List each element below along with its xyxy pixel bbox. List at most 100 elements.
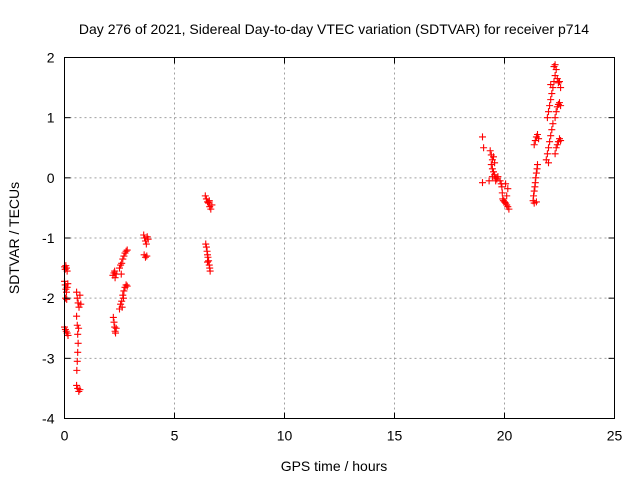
- points-layer: [61, 61, 565, 395]
- data-point: [123, 282, 131, 290]
- data-point: [547, 132, 555, 140]
- data-point: [207, 205, 215, 213]
- data-point: [110, 318, 118, 326]
- data-point: [74, 330, 82, 338]
- data-point: [120, 287, 128, 295]
- data-point: [543, 114, 551, 122]
- x-axis-title: GPS time / hours: [281, 458, 388, 474]
- data-point: [490, 153, 497, 161]
- data-point: [530, 187, 538, 195]
- data-point: [141, 253, 149, 261]
- grid-layer: [64, 57, 615, 419]
- data-point: [557, 102, 565, 110]
- data-point: [530, 141, 538, 149]
- data-point: [64, 331, 72, 339]
- data-point: [73, 366, 81, 374]
- data-point: [122, 281, 130, 289]
- data-point: [480, 144, 488, 152]
- x-tick-label: 25: [607, 428, 623, 444]
- ticks-layer: 0 5 10 15 20 25 -4 -3 -2 -1 0 1 2: [42, 50, 622, 444]
- data-point: [119, 294, 127, 302]
- data-point: [118, 259, 126, 267]
- data-point: [505, 205, 513, 213]
- data-point: [143, 252, 151, 260]
- data-point: [75, 324, 83, 332]
- data-point: [64, 280, 72, 288]
- data-point: [112, 324, 120, 332]
- data-point: [122, 247, 130, 255]
- data-point: [117, 270, 125, 278]
- data-point: [479, 179, 486, 187]
- data-point: [551, 114, 559, 122]
- data-point: [117, 300, 125, 308]
- data-point: [62, 327, 70, 335]
- data-point: [202, 243, 210, 251]
- x-tick-label: 5: [171, 428, 179, 444]
- data-point: [76, 386, 84, 394]
- data-point: [73, 312, 81, 320]
- data-point: [123, 246, 131, 254]
- data-point: [202, 240, 210, 248]
- data-point: [556, 78, 563, 86]
- y-tick-label: -4: [42, 411, 55, 427]
- data-point: [543, 150, 551, 158]
- data-point: [111, 267, 119, 275]
- data-point: [75, 303, 83, 311]
- data-point: [74, 348, 82, 356]
- data-point: [73, 357, 81, 365]
- y-tick-label: 1: [47, 110, 55, 126]
- data-point: [119, 291, 127, 299]
- data-point: [545, 108, 552, 116]
- data-point: [552, 144, 560, 152]
- data-point: [208, 201, 216, 209]
- data-point: [205, 257, 213, 265]
- y-tick-label: 2: [47, 50, 55, 66]
- data-point: [487, 161, 495, 169]
- data-point: [488, 165, 496, 173]
- data-point: [73, 381, 81, 389]
- data-point: [547, 96, 555, 104]
- data-point: [532, 169, 540, 177]
- data-point: [535, 135, 543, 143]
- data-point: [553, 141, 561, 149]
- data-point: [73, 321, 81, 329]
- data-point: [556, 135, 563, 143]
- x-tick-label: 0: [61, 428, 69, 444]
- data-point: [144, 235, 152, 243]
- data-point: [77, 300, 85, 308]
- data-point: [142, 240, 150, 248]
- data-point: [74, 339, 82, 347]
- data-point: [490, 168, 497, 176]
- data-point: [109, 313, 117, 321]
- data-point: [546, 138, 554, 146]
- data-point: [205, 197, 213, 205]
- data-point: [75, 387, 83, 395]
- data-point: [206, 267, 214, 275]
- x-tick-label: 20: [497, 428, 513, 444]
- data-point: [548, 90, 556, 98]
- data-point: [204, 258, 211, 266]
- data-point: [116, 264, 123, 272]
- x-tick-label: 10: [277, 428, 293, 444]
- data-point: [204, 198, 211, 206]
- data-point: [504, 185, 512, 193]
- data-point: [118, 303, 126, 311]
- data-point: [548, 126, 556, 134]
- data-point: [491, 159, 499, 167]
- data-point: [552, 108, 560, 116]
- data-point: [502, 180, 510, 188]
- data-point: [551, 150, 559, 158]
- data-point: [498, 183, 506, 191]
- data-point: [112, 329, 120, 337]
- chart-title: Day 276 of 2021, Sidereal Day-to-day VTE…: [79, 21, 589, 37]
- data-point: [557, 137, 565, 145]
- data-point: [76, 291, 84, 299]
- y-tick-label: -3: [42, 350, 55, 366]
- x-tick-label: 15: [387, 428, 403, 444]
- data-point: [140, 231, 148, 239]
- data-point: [549, 120, 557, 128]
- data-point: [546, 102, 554, 110]
- y-axis-title: SDTVAR / TECUs: [6, 182, 22, 294]
- data-point: [551, 61, 559, 69]
